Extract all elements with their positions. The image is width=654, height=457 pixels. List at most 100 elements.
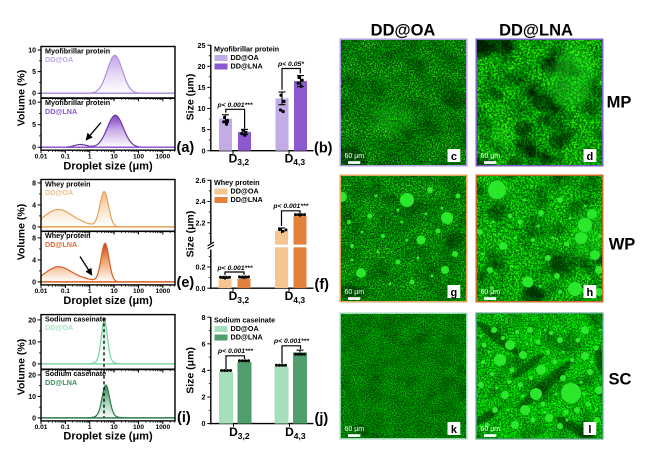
svg-text:2.4: 2.4 bbox=[196, 197, 206, 206]
svg-text:Myofibrillar protein: Myofibrillar protein bbox=[214, 44, 279, 53]
svg-text:Sodium caseinate: Sodium caseinate bbox=[214, 315, 275, 324]
svg-text:SC: SC bbox=[609, 371, 632, 389]
svg-text:2.2: 2.2 bbox=[196, 218, 206, 227]
svg-text:DD@LNA: DD@LNA bbox=[231, 195, 263, 204]
svg-text:Droplet size (μm): Droplet size (μm) bbox=[63, 431, 153, 443]
svg-text:MP: MP bbox=[607, 94, 632, 112]
svg-text:100: 100 bbox=[133, 288, 144, 295]
svg-text:60 μm: 60 μm bbox=[345, 153, 365, 160]
svg-text:p< 0.001***: p< 0.001*** bbox=[273, 338, 309, 345]
svg-text:4: 4 bbox=[32, 202, 36, 209]
svg-text:10: 10 bbox=[110, 424, 118, 431]
svg-text:60 μm: 60 μm bbox=[481, 153, 501, 160]
svg-text:1000: 1000 bbox=[155, 153, 170, 160]
svg-text:10: 10 bbox=[28, 339, 36, 346]
svg-text:0: 0 bbox=[32, 145, 36, 152]
svg-text:h: h bbox=[587, 287, 594, 299]
svg-text:8: 8 bbox=[202, 313, 206, 322]
svg-text:0.1: 0.1 bbox=[61, 288, 70, 295]
svg-text:Size (μm): Size (μm) bbox=[185, 211, 197, 258]
svg-text:4: 4 bbox=[202, 366, 206, 375]
svg-text:10: 10 bbox=[198, 104, 206, 113]
svg-text:DD@LNA: DD@LNA bbox=[45, 378, 77, 387]
svg-text:Size (μm): Size (μm) bbox=[185, 74, 197, 121]
svg-text:Sodium caseinate: Sodium caseinate bbox=[45, 369, 106, 378]
svg-text:10: 10 bbox=[28, 47, 36, 54]
svg-text:60 μm: 60 μm bbox=[481, 289, 501, 296]
svg-text:DD@OA: DD@OA bbox=[45, 323, 73, 332]
svg-text:Droplet size (μm): Droplet size (μm) bbox=[63, 160, 153, 172]
svg-text:p< 0.05*: p< 0.05* bbox=[277, 61, 304, 68]
svg-text:p< 0.001***: p< 0.001*** bbox=[217, 265, 253, 272]
svg-text:100: 100 bbox=[133, 424, 144, 431]
svg-text:0.1: 0.1 bbox=[61, 153, 70, 160]
svg-text:4: 4 bbox=[32, 257, 36, 264]
svg-text:0: 0 bbox=[202, 146, 206, 155]
svg-text:0: 0 bbox=[202, 419, 206, 428]
svg-text:g: g bbox=[451, 287, 458, 299]
svg-text:0.01: 0.01 bbox=[35, 153, 48, 160]
svg-text:Volume (%): Volume (%) bbox=[16, 70, 28, 126]
svg-text:0: 0 bbox=[32, 91, 36, 98]
svg-text:Whey protein: Whey protein bbox=[214, 178, 260, 187]
svg-text:1: 1 bbox=[88, 288, 92, 295]
svg-text:Sodium caseinate: Sodium caseinate bbox=[45, 314, 106, 323]
svg-text:10: 10 bbox=[110, 153, 118, 160]
svg-text:(j): (j) bbox=[315, 411, 329, 427]
svg-text:1000: 1000 bbox=[155, 288, 170, 295]
svg-text:k: k bbox=[451, 424, 458, 436]
svg-text:(f): (f) bbox=[315, 277, 330, 293]
svg-text:5: 5 bbox=[32, 122, 36, 129]
svg-text:0.01: 0.01 bbox=[35, 288, 48, 295]
svg-text:DD@OA: DD@OA bbox=[45, 55, 73, 64]
svg-text:p< 0.001***: p< 0.001*** bbox=[272, 203, 308, 210]
svg-text:DD@OA: DD@OA bbox=[231, 324, 259, 333]
svg-text:p< 0.001***: p< 0.001*** bbox=[217, 102, 253, 109]
svg-text:Volume (%): Volume (%) bbox=[16, 339, 28, 395]
svg-text:(b): (b) bbox=[314, 141, 333, 157]
svg-text:8: 8 bbox=[32, 180, 36, 187]
svg-text:60 μm: 60 μm bbox=[345, 426, 365, 433]
svg-text:DD@LNA: DD@LNA bbox=[45, 107, 77, 116]
svg-text:Myofibrillar protein: Myofibrillar protein bbox=[45, 46, 110, 55]
svg-text:Volume (%): Volume (%) bbox=[16, 204, 28, 260]
svg-text:p< 0.001***: p< 0.001*** bbox=[217, 348, 253, 355]
svg-text:20: 20 bbox=[28, 317, 36, 324]
svg-text:(e): (e) bbox=[177, 275, 195, 291]
svg-text:8: 8 bbox=[32, 235, 36, 242]
svg-text:DD@OA: DD@OA bbox=[45, 188, 73, 197]
svg-text:Droplet size (μm): Droplet size (μm) bbox=[63, 295, 153, 307]
svg-text:2.6: 2.6 bbox=[196, 176, 206, 185]
svg-text:Whey protein: Whey protein bbox=[45, 231, 91, 240]
svg-text:1: 1 bbox=[88, 153, 92, 160]
svg-text:0: 0 bbox=[32, 279, 36, 286]
svg-text:DD@OA: DD@OA bbox=[231, 187, 259, 196]
svg-text:Size (μm): Size (μm) bbox=[185, 347, 197, 394]
svg-text:0.2: 0.2 bbox=[196, 263, 206, 272]
svg-text:DD@LNA: DD@LNA bbox=[231, 333, 263, 342]
svg-text:0.0: 0.0 bbox=[196, 284, 206, 293]
svg-text:c: c bbox=[451, 151, 457, 163]
svg-text:0: 0 bbox=[32, 361, 36, 368]
svg-text:0: 0 bbox=[32, 415, 36, 422]
svg-text:60 μm: 60 μm bbox=[345, 289, 365, 296]
svg-text:DD@LNA: DD@LNA bbox=[499, 22, 573, 40]
svg-text:2: 2 bbox=[202, 393, 206, 402]
svg-text:Myofibrillar protein: Myofibrillar protein bbox=[45, 98, 110, 107]
svg-text:1: 1 bbox=[88, 424, 92, 431]
svg-text:(a): (a) bbox=[177, 140, 195, 156]
svg-text:60 μm: 60 μm bbox=[481, 426, 501, 433]
svg-text:d: d bbox=[587, 151, 594, 163]
svg-text:0.1: 0.1 bbox=[61, 424, 70, 431]
svg-text:DD@OA: DD@OA bbox=[231, 53, 259, 62]
svg-text:DD@LNA: DD@LNA bbox=[45, 240, 77, 249]
svg-text:15: 15 bbox=[198, 83, 206, 92]
svg-text:5: 5 bbox=[32, 69, 36, 76]
svg-text:20: 20 bbox=[28, 372, 36, 379]
svg-text:100: 100 bbox=[133, 153, 144, 160]
svg-text:20: 20 bbox=[198, 62, 206, 71]
svg-text:Whey protein: Whey protein bbox=[45, 179, 91, 188]
svg-text:(i): (i) bbox=[177, 410, 191, 426]
svg-text:25: 25 bbox=[198, 41, 206, 50]
svg-text:DD@LNA: DD@LNA bbox=[231, 62, 263, 71]
